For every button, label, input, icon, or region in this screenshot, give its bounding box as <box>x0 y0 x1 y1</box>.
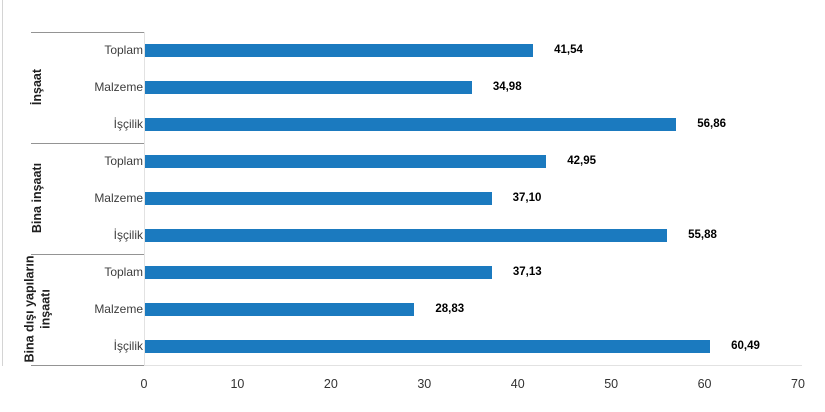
category-label: Toplam <box>104 154 143 168</box>
x-axis-line <box>144 364 802 366</box>
category-label: Malzeme <box>94 302 143 316</box>
bar-value-label: 34,98 <box>492 81 522 93</box>
bar[interactable] <box>145 117 677 131</box>
bar-value-label: 41,54 <box>554 44 583 56</box>
x-axis-tick-label: 0 <box>140 377 148 391</box>
bar[interactable] <box>145 191 492 205</box>
group-separator-line <box>31 142 145 144</box>
category-label: İşçilik <box>113 228 143 242</box>
category-label: Malzeme <box>94 191 143 205</box>
bar[interactable] <box>145 43 534 57</box>
group-separator-line <box>31 364 145 366</box>
bar-value-label: 55,88 <box>688 229 717 241</box>
category-label: Toplam <box>104 43 143 57</box>
category-label: Malzeme <box>94 80 143 94</box>
bar-value-label: 37,13 <box>512 266 542 278</box>
bar[interactable] <box>145 154 547 168</box>
bar[interactable] <box>145 265 492 279</box>
x-axis-tick-label: 40 <box>510 377 525 391</box>
bar-value-label: 28,83 <box>435 303 465 315</box>
category-label: İşçilik <box>113 117 143 131</box>
x-axis-tick-label: 20 <box>323 377 338 391</box>
group-separator-line <box>31 31 145 33</box>
category-label: Toplam <box>104 265 143 279</box>
x-axis-tick-label: 30 <box>417 377 432 391</box>
bar-value-label: 60,49 <box>731 340 760 352</box>
y-axis-line <box>144 31 145 365</box>
bar-value-label: 42,95 <box>567 155 597 167</box>
x-axis-tick-label: 50 <box>604 377 619 391</box>
x-axis-tick-label: 60 <box>697 377 712 391</box>
bar[interactable] <box>145 339 711 353</box>
bar[interactable] <box>145 228 668 242</box>
bar-value-label: 56,86 <box>697 118 727 130</box>
bar[interactable] <box>145 302 415 316</box>
bar-value-label: 37,10 <box>512 192 542 204</box>
bar[interactable] <box>145 80 472 94</box>
x-axis-tick-label: 10 <box>230 377 245 391</box>
page-left-border <box>2 0 3 366</box>
group-separator-line <box>31 253 145 255</box>
category-label: İşçilik <box>113 339 143 353</box>
x-axis-tick-label: 70 <box>791 377 805 391</box>
